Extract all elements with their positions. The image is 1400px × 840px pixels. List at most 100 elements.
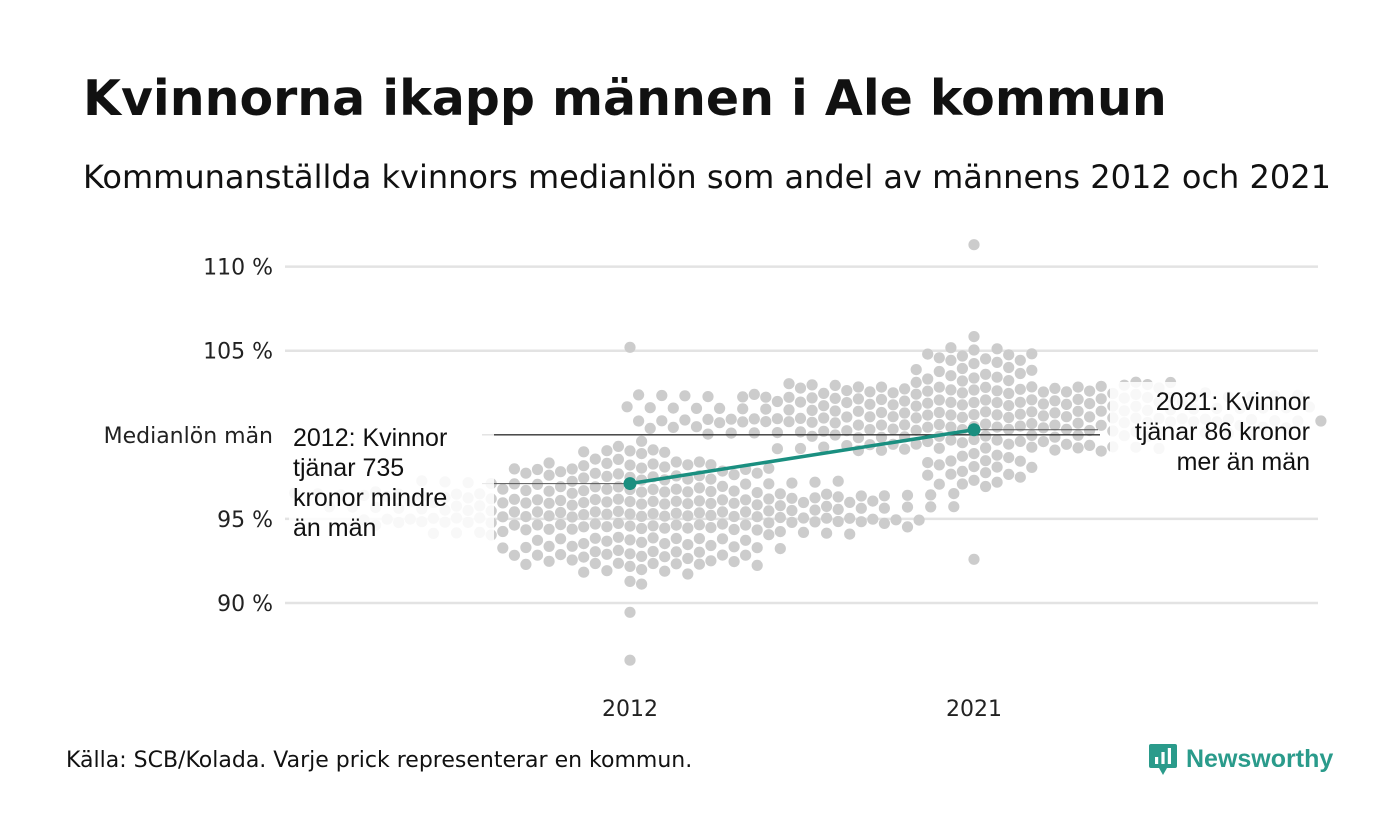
municipality-dot <box>612 440 625 452</box>
municipality-dot <box>589 467 601 479</box>
municipality-dot <box>956 437 969 449</box>
municipality-dot <box>601 521 613 533</box>
municipality-dot <box>624 508 636 520</box>
municipality-dot <box>1084 398 1096 410</box>
municipality-dot <box>644 422 656 434</box>
municipality-dot <box>968 372 980 384</box>
municipality-dot <box>612 517 625 530</box>
municipality-dot <box>1049 431 1061 443</box>
municipality-dot <box>809 516 821 528</box>
municipality-dot <box>612 453 625 465</box>
municipality-dot <box>1026 364 1038 376</box>
municipality-dot <box>531 494 544 506</box>
municipality-dot <box>783 416 795 428</box>
x-tick-label: 2012 <box>602 697 658 722</box>
municipality-dot <box>578 446 590 458</box>
municipality-dot <box>1026 406 1038 418</box>
municipality-dot <box>520 497 532 509</box>
municipality-dot <box>875 431 888 443</box>
municipality-dot <box>555 549 567 561</box>
municipality-dot <box>948 501 960 513</box>
municipality-dot <box>875 419 888 431</box>
municipality-dot <box>760 416 772 428</box>
municipality-dot <box>968 448 980 460</box>
municipality-dot <box>508 463 520 475</box>
municipality-dot <box>922 348 934 360</box>
municipality-dot <box>841 411 853 423</box>
municipality-dot <box>968 239 980 251</box>
municipality-dot <box>682 552 694 565</box>
municipality-dot <box>751 467 763 479</box>
municipality-dot <box>887 387 899 399</box>
municipality-dot <box>751 487 763 499</box>
municipality-dot <box>702 391 714 403</box>
highlight-point <box>967 423 981 437</box>
municipality-dot <box>633 389 645 401</box>
municipality-dot <box>659 565 671 577</box>
municipality-dot <box>690 402 703 414</box>
municipality-dot <box>783 404 795 416</box>
axis-labels: 90 % 95 % 105 % 110 % 2012 2021 <box>203 256 1002 722</box>
municipality-dot <box>520 524 532 536</box>
municipality-dot <box>968 358 980 370</box>
municipality-dot <box>910 412 922 424</box>
annotation-2012-line: kronor mindre <box>293 484 447 512</box>
municipality-dot <box>945 409 957 421</box>
municipality-dot <box>737 391 749 403</box>
municipality-dot <box>725 413 737 425</box>
annotation-2021-line: 2021: Kvinnor <box>1156 388 1310 416</box>
municipality-dot <box>636 448 648 460</box>
municipality-dot <box>520 484 532 497</box>
municipality-dot <box>520 541 532 554</box>
municipality-dot <box>1003 411 1015 424</box>
municipality-dot <box>624 606 636 618</box>
municipality-dot <box>566 475 578 487</box>
newsworthy-logo-icon <box>1149 744 1177 775</box>
municipality-dot <box>682 539 694 551</box>
municipality-dot <box>980 353 992 365</box>
municipality-dot <box>679 414 691 426</box>
municipality-dot <box>922 457 934 469</box>
municipality-dot <box>1060 438 1073 450</box>
municipality-dot <box>933 442 945 454</box>
municipality-dot <box>566 487 578 499</box>
municipality-dot <box>751 524 763 536</box>
municipality-dot <box>624 341 636 353</box>
municipality-dot <box>647 483 659 495</box>
annotation-2012-line: tjänar 735 <box>293 454 404 482</box>
municipality-dot <box>948 488 960 500</box>
municipality-dot <box>763 505 775 517</box>
municipality-dot <box>818 387 830 399</box>
municipality-dot <box>508 506 520 518</box>
municipality-dot <box>933 381 945 393</box>
municipality-dot <box>991 356 1003 368</box>
brand-logo[interactable]: Newsworthy <box>1148 742 1333 776</box>
municipality-dot <box>913 514 925 526</box>
municipality-dot <box>980 418 992 430</box>
annotation-2012-line: än män <box>293 514 376 542</box>
municipality-dot <box>693 546 706 558</box>
municipality-dot <box>829 417 841 429</box>
municipality-dot <box>647 557 659 570</box>
municipality-dot <box>566 511 578 523</box>
municipality-dot <box>659 538 671 550</box>
municipality-dot <box>531 519 544 531</box>
brand-name: Newsworthy <box>1186 744 1334 773</box>
municipality-dot <box>1084 411 1096 423</box>
municipality-dot <box>670 507 682 519</box>
annotation-2021: 2021: Kvinnor tjänar 86 kronor mer än män <box>1135 388 1310 476</box>
municipality-dot <box>786 492 798 504</box>
municipality-dot <box>774 500 786 512</box>
municipality-dot <box>806 379 818 391</box>
municipality-dot <box>991 434 1003 446</box>
municipality-dot <box>956 350 969 362</box>
municipality-dot <box>771 395 784 408</box>
municipality-dot <box>647 444 659 456</box>
municipality-dot <box>682 510 694 522</box>
municipality-dot <box>667 402 679 414</box>
municipality-dot <box>682 522 694 534</box>
municipality-dot <box>636 486 648 498</box>
municipality-dot <box>716 506 729 518</box>
municipality-dot <box>1026 461 1038 473</box>
municipality-dot <box>875 444 888 456</box>
